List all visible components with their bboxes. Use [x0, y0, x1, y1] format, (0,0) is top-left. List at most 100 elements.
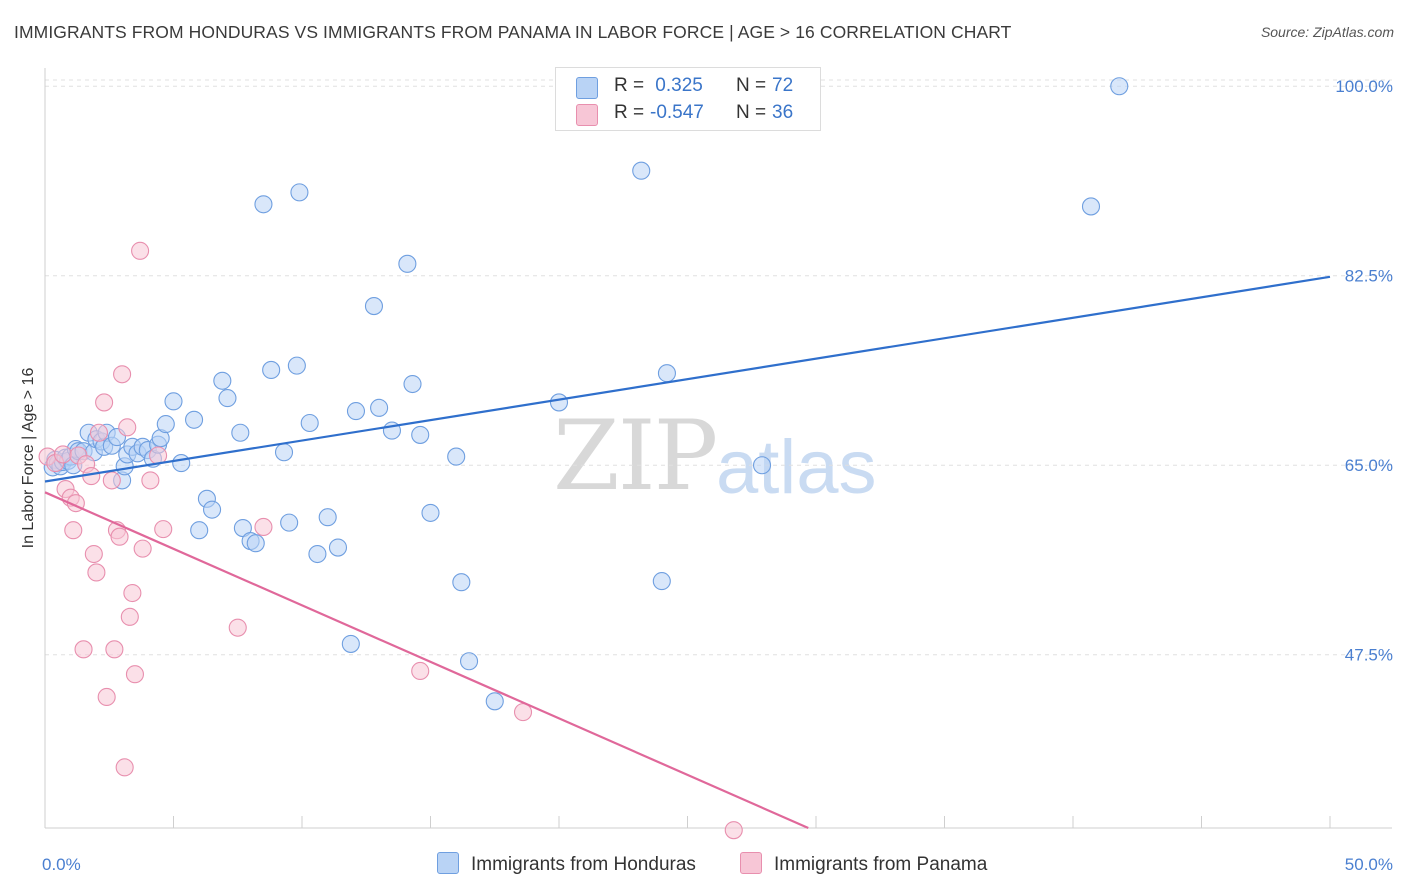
y-tick-label: 65.0%: [1345, 456, 1393, 475]
point-panama: [84, 544, 103, 564]
y-tick-label: 100.0%: [1335, 77, 1393, 96]
y-tick-label: 82.5%: [1345, 267, 1393, 286]
point-panama: [131, 241, 150, 260]
point-panama: [113, 365, 132, 384]
point-honduras: [185, 410, 204, 429]
point-panama: [118, 418, 137, 437]
watermark-zip: ZIP: [553, 400, 718, 512]
watermark-atlas: atlas: [716, 425, 877, 510]
point-honduras: [370, 398, 389, 417]
point-panama: [64, 521, 83, 540]
stats-legend: R = 0.325 N = 72 R = -0.547 N = 36: [555, 67, 821, 131]
point-honduras: [447, 447, 466, 466]
legend-swatch-honduras: [576, 77, 598, 99]
legend-n-label: N =: [736, 102, 767, 123]
point-panama: [115, 758, 134, 777]
point-honduras: [203, 500, 222, 519]
point-honduras: [308, 544, 327, 564]
point-honduras: [172, 454, 191, 473]
y-tick-label: 47.5%: [1345, 646, 1393, 665]
point-honduras: [274, 443, 294, 462]
point-honduras: [300, 413, 319, 433]
point-panama: [97, 687, 116, 707]
point-panama: [254, 517, 273, 537]
point-panama: [125, 665, 144, 684]
legend-r-label: R =: [614, 102, 645, 123]
point-honduras: [346, 402, 366, 421]
point-panama: [89, 423, 109, 442]
point-panama: [133, 539, 152, 558]
legend-n-label: N =: [736, 75, 767, 96]
trend-lines: [44, 275, 1331, 830]
point-honduras: [318, 508, 337, 527]
point-honduras: [411, 425, 430, 444]
chart-title: IMMIGRANTS FROM HONDURAS VS IMMIGRANTS F…: [14, 22, 1012, 42]
x-tick-label: 0.0%: [42, 855, 81, 874]
point-panama: [102, 471, 121, 490]
point-honduras: [341, 634, 360, 653]
point-honduras: [280, 513, 299, 532]
point-panama: [123, 583, 142, 603]
point-honduras: [364, 297, 384, 316]
x-tick-label: 50.0%: [1345, 855, 1393, 874]
point-honduras: [287, 356, 306, 375]
point-panama: [105, 640, 124, 659]
legend-n-value: 72: [772, 75, 794, 96]
point-honduras: [218, 389, 237, 408]
legend-r-label: R =: [614, 75, 645, 96]
gridlines: [45, 79, 1392, 656]
point-honduras: [403, 374, 422, 394]
point-honduras: [254, 195, 273, 214]
point-honduras: [213, 371, 232, 390]
point-panama: [141, 471, 160, 490]
point-honduras: [328, 538, 348, 557]
point-panama: [411, 661, 430, 681]
point-honduras: [246, 534, 265, 553]
point-honduras: [752, 456, 772, 475]
point-honduras: [262, 360, 281, 380]
source-label: Source: ZipAtlas.com: [1260, 24, 1394, 40]
point-honduras: [421, 503, 440, 522]
series-swatch-panama: [740, 852, 762, 874]
point-panama: [724, 821, 743, 840]
point-honduras: [459, 652, 479, 671]
trend-line-panama: [44, 491, 809, 830]
point-honduras: [1110, 77, 1129, 96]
point-honduras: [657, 364, 676, 383]
series-label-panama: Immigrants from Panama: [774, 854, 988, 875]
point-panama: [53, 445, 73, 464]
legend-r-value: -0.547: [650, 102, 704, 123]
point-honduras: [452, 573, 471, 592]
point-honduras: [549, 393, 569, 412]
series-label-honduras: Immigrants from Honduras: [471, 854, 696, 875]
point-honduras: [1081, 197, 1101, 216]
legend-n-value: 36: [772, 102, 794, 123]
point-honduras: [398, 254, 417, 273]
point-panama: [154, 520, 173, 539]
point-honduras: [164, 392, 183, 411]
point-panama: [74, 640, 93, 659]
point-panama: [120, 607, 139, 626]
series-swatch-honduras: [437, 852, 459, 874]
point-panama: [95, 393, 114, 412]
data-points: [38, 77, 1129, 840]
point-honduras: [485, 692, 504, 711]
series-legend-honduras: Immigrants from Honduras: [437, 852, 696, 876]
point-panama: [87, 563, 106, 582]
tick-labels: 47.5% 65.0% 82.5% 100.0% 0.0% 50.0%: [42, 77, 1393, 874]
axes: [44, 68, 1392, 829]
legend-r-value: 0.325: [650, 75, 703, 96]
point-honduras: [231, 423, 250, 442]
legend-swatch-panama: [576, 104, 598, 126]
trend-line-honduras: [44, 275, 1331, 483]
y-axis-label: In Labor Force | Age > 16: [20, 368, 37, 549]
point-honduras: [632, 161, 651, 180]
series-legend-panama: Immigrants from Panama: [740, 852, 987, 876]
point-honduras: [652, 572, 671, 591]
point-honduras: [290, 183, 309, 202]
point-panama: [228, 618, 247, 637]
point-honduras: [190, 521, 209, 540]
point-honduras: [156, 415, 175, 434]
point-panama: [110, 527, 129, 546]
